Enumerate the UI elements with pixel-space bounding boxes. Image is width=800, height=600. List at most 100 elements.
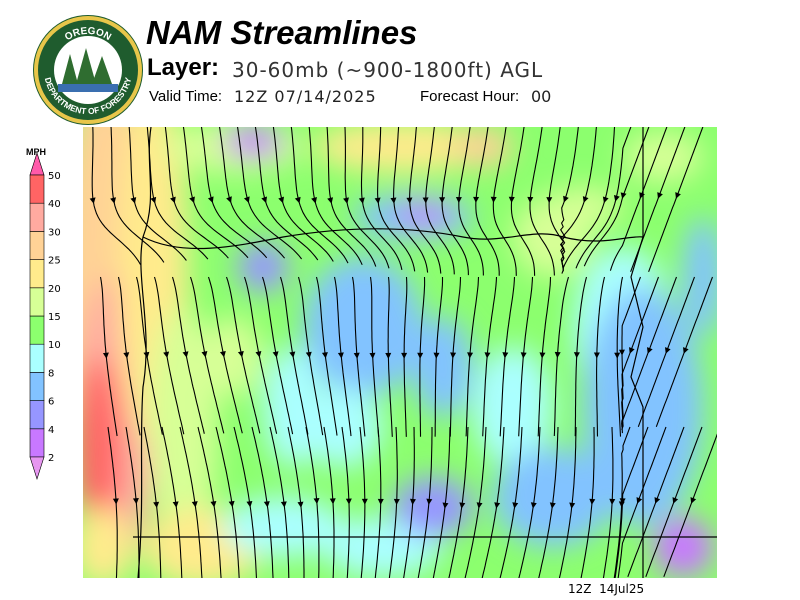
streamline-arrow <box>369 352 376 359</box>
streamline-arrow <box>654 497 661 504</box>
wind-speed-region <box>148 307 218 547</box>
streamline-arrow <box>132 498 139 505</box>
streamline-arrow <box>690 497 697 504</box>
legend-tick-label: 15 <box>48 312 61 323</box>
streamline-arrow <box>294 196 301 204</box>
streamline-arrow <box>102 352 109 359</box>
legend-unit: MPH <box>26 147 46 157</box>
wind-speed-region <box>623 132 703 182</box>
valid-time-label: Valid Time: <box>149 88 223 105</box>
streamline-arrow <box>401 352 408 359</box>
streamline-arrow <box>467 352 474 359</box>
streamline-arrow <box>582 196 589 203</box>
streamline-arrow <box>439 197 446 204</box>
legend-tick-label: 10 <box>48 340 61 351</box>
streamline-arrow <box>189 196 195 204</box>
legend-swatch <box>29 428 45 458</box>
logo-text-top: OREGON <box>63 26 113 43</box>
streamline-arrow <box>201 351 208 358</box>
streamline-arrow <box>530 502 537 509</box>
streamlines <box>89 127 717 578</box>
streamline-arrow <box>639 192 645 199</box>
streamline-arrow <box>210 500 217 508</box>
legend-tick-label: 4 <box>48 425 54 436</box>
streamline-arrow <box>321 352 328 359</box>
streamline-arrow <box>385 352 392 359</box>
page-title: NAM Streamlines <box>146 14 418 51</box>
wind-speed-region <box>413 317 473 417</box>
legend-tick-label: 6 <box>48 397 54 408</box>
wind-speed-region <box>223 497 343 557</box>
wind-speed-region <box>263 347 323 467</box>
streamline-arrow <box>618 349 625 356</box>
streamline-arrow <box>377 498 384 505</box>
streamline-arrow <box>393 498 400 505</box>
streamline-arrow <box>110 197 116 204</box>
streamline-arrow <box>490 196 497 203</box>
forecast-hour-value: 00 <box>531 87 552 106</box>
streamline-arrow <box>476 502 483 509</box>
wind-speed-region <box>313 127 493 172</box>
streamline-arrow <box>520 352 527 359</box>
streamline-arrow <box>629 347 635 354</box>
streamline-arrow <box>675 192 681 199</box>
valid-time-value: 12Z 07/14/2025 <box>234 87 377 106</box>
streamline-arrow <box>150 196 157 204</box>
svg-text:OREGON: OREGON <box>63 26 113 43</box>
legend-swatch <box>29 400 45 430</box>
streamline-arrow <box>665 347 671 354</box>
streamline-arrow <box>527 196 534 203</box>
streamline-arrow <box>502 352 509 359</box>
streamline-arrow <box>361 498 368 505</box>
streamline-arrow <box>409 498 416 505</box>
streamline-arrow <box>549 502 556 509</box>
streamline-arrow <box>172 501 179 508</box>
streamline-arrow <box>182 351 189 358</box>
streamline-arrow <box>219 350 226 358</box>
streamline-arrow <box>422 197 429 204</box>
streamline-arrow <box>345 498 352 505</box>
streamline-arrow <box>433 352 440 359</box>
wind-speed-legend: MPH 2 4 6 8 10 15 20 25 30 40 50 <box>26 147 61 480</box>
streamline-arrow <box>89 197 96 204</box>
streamline-arrow <box>455 197 462 204</box>
streamline-arrow <box>593 352 600 359</box>
streamline-arrow <box>609 498 616 505</box>
streamline-arrow <box>228 500 235 508</box>
streamline-arrow <box>289 351 296 358</box>
streamline-arrow <box>508 196 515 203</box>
legend-swatch <box>29 287 45 317</box>
streamline-arrow <box>278 196 284 204</box>
streamline-arrow <box>589 498 596 505</box>
layer-label: Layer: <box>147 54 220 81</box>
streamline-arrow <box>417 352 424 359</box>
wind-speed-region <box>83 357 120 537</box>
streamline-arrow <box>329 498 336 505</box>
legend-swatch <box>29 202 45 232</box>
streamline-arrow <box>207 196 214 203</box>
streamline-arrow <box>569 502 576 509</box>
legend-swatch <box>29 343 45 373</box>
streamline-arrow <box>226 196 232 203</box>
streamline-arrow <box>170 196 176 204</box>
streamline-arrow <box>602 196 609 204</box>
streamline-arrow <box>573 352 580 359</box>
streamline-arrow <box>130 197 137 204</box>
legend-tick-label: 2 <box>48 453 54 464</box>
streamline-arrow <box>353 352 360 359</box>
legend-tick-label: 40 <box>48 199 61 210</box>
wind-speed-region <box>303 257 423 397</box>
wind-speed-region <box>203 317 263 397</box>
streamline-arrow <box>442 502 449 509</box>
legend-swatch <box>29 231 45 260</box>
streamline-arrow <box>563 195 569 203</box>
oregon-department-of-forestry-logo: OREGON DEPARTMENT OF FORESTRY <box>33 15 143 125</box>
streamline-arrow <box>112 498 119 505</box>
streamline-arrow <box>473 196 480 203</box>
streamline-arrow <box>512 502 519 509</box>
wind-speed-region <box>83 507 133 578</box>
streamline-arrow <box>163 351 170 358</box>
streamline-arrow <box>546 197 553 204</box>
wind-speed-region <box>683 217 717 337</box>
streamline-arrow <box>614 352 621 359</box>
